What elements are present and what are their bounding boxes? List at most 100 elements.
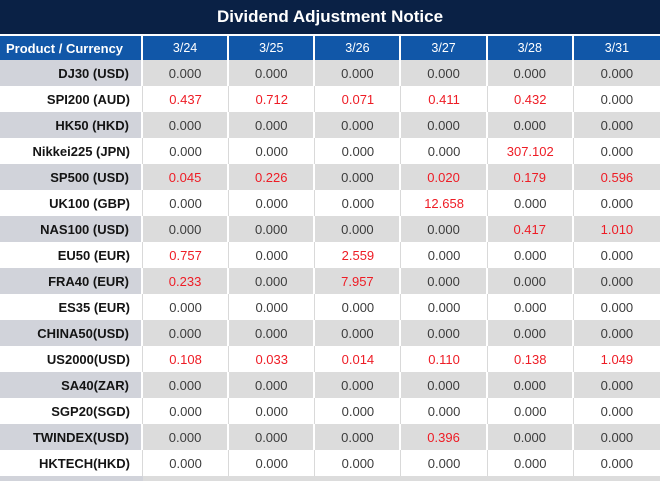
value-cell: 0.000	[143, 398, 230, 424]
value-cell: 0.000	[487, 190, 574, 216]
value-cell: 0.000	[229, 450, 316, 476]
value-cell: 0.108	[143, 346, 230, 372]
value-cell: 0.000	[487, 112, 574, 138]
value-cell: 0.000	[487, 242, 574, 268]
product-cell: EU50 (EUR)	[0, 242, 143, 268]
value-cell: 0.000	[401, 60, 488, 86]
value-cell: 0.000	[143, 372, 230, 398]
table-row: UK100 (GBP) 0.000 0.000 0.000 12.658 0.0…	[0, 190, 660, 216]
partial-value-cell	[401, 476, 488, 481]
value-cell: 0.000	[487, 424, 574, 450]
value-cell: 0.000	[143, 112, 230, 138]
value-cell: 0.000	[315, 164, 402, 190]
partial-next-row	[0, 476, 660, 481]
value-cell: 0.000	[143, 216, 230, 242]
value-cell: 0.179	[487, 164, 574, 190]
value-cell: 0.000	[487, 450, 574, 476]
value-cell: 0.000	[143, 190, 230, 216]
value-cell: 0.000	[401, 242, 488, 268]
value-cell: 0.110	[401, 346, 488, 372]
value-cell: 0.000	[315, 216, 402, 242]
value-cell: 0.071	[315, 86, 402, 112]
table-row: US2000(USD) 0.108 0.033 0.014 0.110 0.13…	[0, 346, 660, 372]
value-cell: 0.000	[315, 190, 402, 216]
value-cell: 0.000	[315, 450, 402, 476]
value-cell: 0.000	[401, 138, 488, 164]
value-cell: 0.000	[573, 268, 660, 294]
value-cell: 0.000	[229, 320, 316, 346]
value-cell: 0.000	[487, 372, 574, 398]
table-row: HKTECH(HKD) 0.000 0.000 0.000 0.000 0.00…	[0, 450, 660, 476]
value-cell: 0.000	[573, 242, 660, 268]
table-row: FRA40 (EUR) 0.233 0.000 7.957 0.000 0.00…	[0, 268, 660, 294]
value-cell: 0.000	[573, 138, 660, 164]
product-cell: FRA40 (EUR)	[0, 268, 143, 294]
value-cell: 0.000	[573, 190, 660, 216]
value-cell: 0.000	[229, 294, 316, 320]
value-cell: 0.000	[573, 112, 660, 138]
value-cell: 0.000	[315, 372, 402, 398]
value-cell: 0.000	[401, 268, 488, 294]
value-cell: 0.000	[573, 398, 660, 424]
value-cell: 0.000	[229, 268, 316, 294]
product-cell: US2000(USD)	[0, 346, 143, 372]
product-cell: SP500 (USD)	[0, 164, 143, 190]
partial-value-cell	[315, 476, 402, 481]
value-cell: 0.000	[229, 216, 316, 242]
value-cell: 0.000	[573, 372, 660, 398]
value-cell: 0.000	[401, 216, 488, 242]
table-row: SPI200 (AUD) 0.437 0.712 0.071 0.411 0.4…	[0, 86, 660, 112]
value-cell: 0.000	[401, 320, 488, 346]
partial-value-cell	[487, 476, 574, 481]
value-cell: 0.000	[401, 112, 488, 138]
table-row: TWINDEX(USD) 0.000 0.000 0.000 0.396 0.0…	[0, 424, 660, 450]
date-header-4: 3/27	[401, 36, 488, 60]
value-cell: 0.000	[143, 60, 230, 86]
value-cell: 0.757	[143, 242, 230, 268]
value-cell: 0.000	[315, 294, 402, 320]
partial-value-cell	[573, 476, 660, 481]
table-row: NAS100 (USD) 0.000 0.000 0.000 0.000 0.4…	[0, 216, 660, 242]
value-cell: 0.000	[229, 138, 316, 164]
product-cell: SA40(ZAR)	[0, 372, 143, 398]
product-cell: CHINA50(USD)	[0, 320, 143, 346]
value-cell: 1.010	[573, 216, 660, 242]
value-cell: 0.712	[229, 86, 316, 112]
value-cell: 0.000	[143, 320, 230, 346]
value-cell: 0.000	[229, 372, 316, 398]
product-cell: UK100 (GBP)	[0, 190, 143, 216]
table-row: ES35 (EUR) 0.000 0.000 0.000 0.000 0.000…	[0, 294, 660, 320]
page-title: Dividend Adjustment Notice	[216, 7, 444, 26]
product-currency-header: Product / Currency	[0, 36, 143, 60]
value-cell: 0.000	[315, 112, 402, 138]
value-cell: 0.000	[229, 242, 316, 268]
value-cell: 0.138	[487, 346, 574, 372]
value-cell: 0.000	[487, 294, 574, 320]
value-cell: 1.049	[573, 346, 660, 372]
value-cell: 2.559	[315, 242, 402, 268]
date-header-2: 3/25	[229, 36, 316, 60]
date-header-3: 3/26	[315, 36, 402, 60]
value-cell: 0.000	[143, 294, 230, 320]
product-cell: SPI200 (AUD)	[0, 86, 143, 112]
table-header-row: Product / Currency 3/24 3/25 3/26 3/27 3…	[0, 36, 660, 60]
value-cell: 0.000	[315, 424, 402, 450]
value-cell: 0.000	[401, 398, 488, 424]
title-bar: Dividend Adjustment Notice	[0, 0, 660, 36]
value-cell: 0.000	[229, 398, 316, 424]
table-row: HK50 (HKD) 0.000 0.000 0.000 0.000 0.000…	[0, 112, 660, 138]
value-cell: 0.020	[401, 164, 488, 190]
value-cell: 0.000	[315, 398, 402, 424]
product-cell: HKTECH(HKD)	[0, 450, 143, 476]
value-cell: 0.233	[143, 268, 230, 294]
value-cell: 12.658	[401, 190, 488, 216]
product-cell: NAS100 (USD)	[0, 216, 143, 242]
value-cell: 7.957	[315, 268, 402, 294]
table-row: CHINA50(USD) 0.000 0.000 0.000 0.000 0.0…	[0, 320, 660, 346]
value-cell: 0.000	[143, 138, 230, 164]
value-cell: 0.000	[573, 450, 660, 476]
value-cell: 0.014	[315, 346, 402, 372]
table-row: EU50 (EUR) 0.757 0.000 2.559 0.000 0.000…	[0, 242, 660, 268]
value-cell: 0.000	[229, 190, 316, 216]
